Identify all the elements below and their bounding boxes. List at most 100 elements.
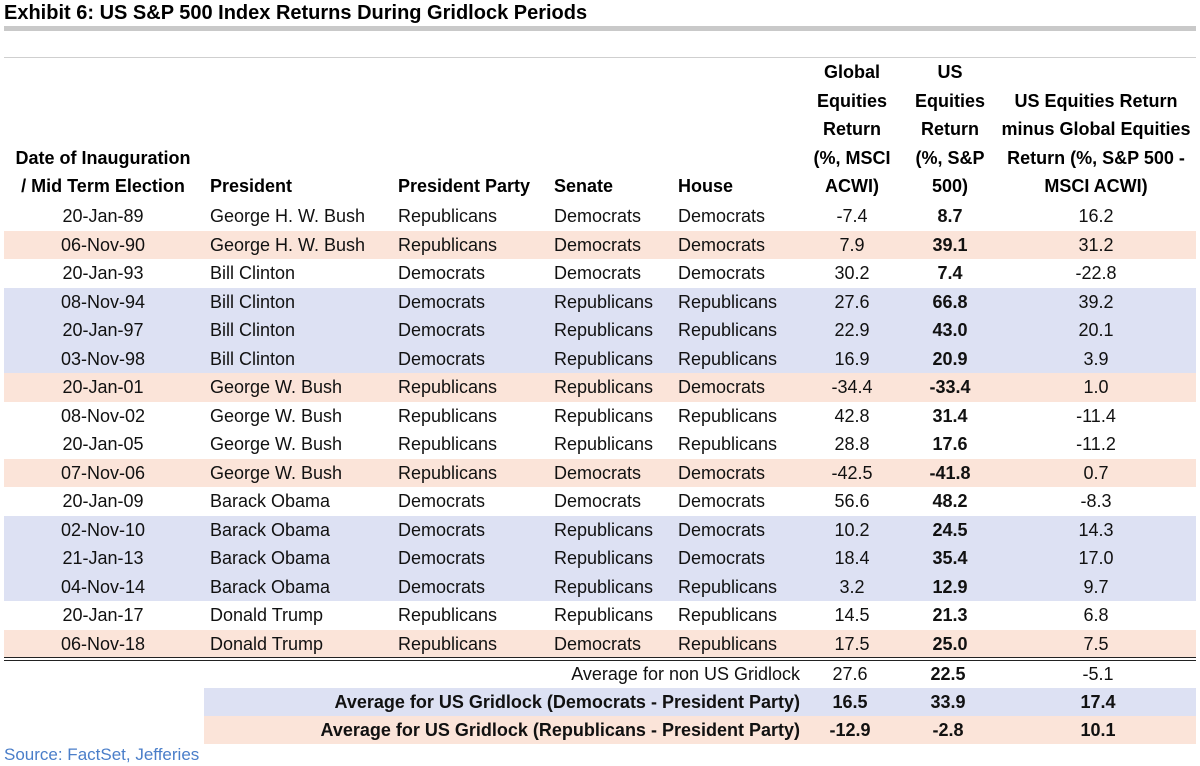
cell-diff: -22.8 [1075, 263, 1117, 283]
cell-date: 06-Nov-18 [60, 633, 146, 654]
cell-diff: 20.1 [1078, 320, 1114, 340]
cell-global: 30.2 [834, 263, 870, 283]
header-us-line1: US [937, 62, 963, 83]
header-global-line5: ACWI) [825, 176, 879, 197]
header-us-line2: Equities [914, 90, 985, 111]
cell-date: 06-Nov-90 [60, 234, 146, 255]
average-dem-gridlock-row: Average for US Gridlock (Democrats - Pre… [204, 688, 1196, 716]
cell-global: 16.9 [834, 348, 870, 369]
cell-global: 10.2 [834, 519, 870, 540]
cell-diff: 14.3 [1078, 519, 1114, 540]
cell-house: Democrats [678, 462, 766, 483]
table-row: 04-Nov-14 Barack Obama Democrats Republican… [4, 572, 1196, 601]
header-us-line5: 500) [931, 176, 969, 197]
cell-diff: 1.0 [1083, 377, 1109, 397]
average-rep-gridlock-row: Average for US Gridlock (Republicans - P… [204, 716, 1196, 744]
table-row: 20-Jan-09 Barack Obama Democrats Democrats D… [4, 487, 1196, 516]
average-dem-gridlock-global: 16.5 [832, 692, 868, 712]
average-non-gridlock-us: 22.5 [930, 664, 966, 684]
cell-senate: Republicans [554, 291, 654, 312]
cell-party: Democrats [398, 348, 486, 369]
table-header: Date of Inauguration / Mid Term Election… [4, 60, 1196, 201]
cell-senate: Republicans [554, 519, 654, 540]
cell-president: Barack Obama [210, 491, 331, 511]
header-us: US Equities Return (%, S&P 500) [900, 58, 1000, 201]
cell-us: 35.4 [932, 548, 968, 568]
cell-us: 48.2 [932, 491, 968, 511]
cell-diff: 0.7 [1083, 462, 1109, 483]
header-us-line4: (%, S&P [915, 147, 985, 168]
cell-date: 08-Nov-94 [60, 291, 146, 312]
cell-date: 20-Jan-01 [62, 377, 144, 397]
cell-date: 04-Nov-14 [60, 576, 146, 597]
cell-diff: 16.2 [1078, 206, 1114, 226]
cell-senate: Republicans [554, 434, 654, 454]
cell-senate: Republicans [554, 405, 654, 426]
cell-us: 66.8 [932, 291, 968, 312]
header-diff-line4: MSCI ACWI) [1044, 176, 1148, 197]
cell-president: George H. W. Bush [210, 206, 366, 226]
cell-date: 20-Jan-93 [62, 263, 144, 283]
average-dem-gridlock-label: Average for US Gridlock (Democrats - Pre… [334, 692, 800, 712]
cell-us: 24.5 [932, 519, 968, 540]
cell-us: -41.8 [929, 462, 971, 483]
cell-party: Democrats [398, 548, 486, 568]
cell-party: Republicans [398, 462, 498, 483]
average-non-gridlock-global: 27.6 [832, 664, 868, 684]
header-date-line2: / Mid Term Election [21, 176, 185, 197]
cell-senate: Democrats [554, 234, 642, 255]
header-date: Date of Inauguration / Mid Term Election [4, 144, 202, 201]
cell-party: Republicans [398, 605, 498, 625]
table-row: 20-Jan-97 Bill Clinton Democrats Republican… [4, 316, 1196, 345]
cell-global: 42.8 [834, 405, 870, 426]
header-diff-line3: Return (%, S&P 500 - [1007, 147, 1185, 168]
cell-president: Bill Clinton [210, 320, 296, 340]
cell-diff: -11.4 [1076, 405, 1116, 426]
average-rep-gridlock-global: -12.9 [829, 720, 871, 740]
cell-house: Democrats [678, 548, 766, 568]
cell-house: Democrats [678, 263, 766, 283]
cell-president: Bill Clinton [210, 263, 296, 283]
table-row: 08-Nov-02 George W. Bush Republicans Republ… [4, 402, 1196, 431]
cell-date: 08-Nov-02 [60, 405, 146, 426]
table-row: 20-Jan-05 George W. Bush Republicans Republ… [4, 430, 1196, 459]
cell-president: Donald Trump [210, 633, 324, 654]
header-diff-line2: minus Global Equities [1001, 119, 1191, 140]
header-diff: US Equities Return minus Global Equities… [998, 87, 1194, 201]
table-row: 08-Nov-94 Bill Clinton Democrats Republican… [4, 287, 1196, 316]
table-row: 20-Jan-93 Bill Clinton Democrats Democrats D… [4, 259, 1196, 288]
average-non-gridlock-diff: -5.1 [1082, 664, 1114, 684]
table-row: 21-Jan-13 Barack Obama Democrats Republican… [4, 544, 1196, 573]
header-date-line1: Date of Inauguration [15, 147, 191, 168]
cell-date: 07-Nov-06 [60, 462, 146, 483]
cell-president: Barack Obama [210, 576, 331, 597]
cell-party: Democrats [398, 576, 486, 597]
table-top-rule [4, 57, 1196, 58]
cell-diff: -8.3 [1080, 491, 1112, 511]
cell-diff: 9.7 [1083, 576, 1109, 597]
cell-senate: Democrats [554, 206, 642, 226]
cell-senate: Republicans [554, 377, 654, 397]
header-global-line4: (%, MSCI [813, 147, 891, 168]
header-global-line3: Return [823, 119, 881, 140]
cell-senate: Republicans [554, 320, 654, 340]
cell-senate: Democrats [554, 633, 642, 654]
cell-house: Republicans [678, 434, 778, 454]
cell-president: George H. W. Bush [210, 234, 366, 255]
cell-senate: Democrats [554, 462, 642, 483]
cell-party: Republicans [398, 405, 498, 426]
header-us-line3: Return [921, 119, 979, 140]
cell-party: Republicans [398, 633, 498, 654]
average-dem-gridlock-diff: 17.4 [1080, 692, 1116, 712]
cell-president: Bill Clinton [210, 348, 296, 369]
cell-house: Republicans [678, 320, 778, 340]
cell-date: 02-Nov-10 [60, 519, 146, 540]
cell-diff: 17.0 [1078, 548, 1114, 568]
cell-diff: 3.9 [1083, 348, 1109, 369]
cell-diff: 39.2 [1078, 291, 1114, 312]
cell-global: 3.2 [839, 576, 865, 597]
cell-global: -7.4 [836, 206, 868, 226]
cell-president: George W. Bush [210, 434, 343, 454]
cell-president: Barack Obama [210, 548, 331, 568]
cell-us: 43.0 [932, 320, 968, 340]
